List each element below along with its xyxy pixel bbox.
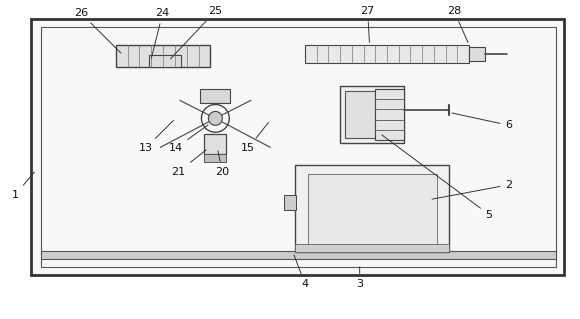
Text: 28: 28 [447, 6, 468, 42]
Bar [284, 195, 296, 210]
Bar [116, 45, 211, 67]
Bar [345, 91, 375, 138]
Bar [204, 134, 226, 154]
Text: 21: 21 [172, 150, 206, 177]
Bar [340, 85, 404, 143]
Bar [295, 165, 450, 252]
Bar [375, 89, 404, 140]
Text: 26: 26 [74, 8, 121, 53]
Text: 3: 3 [356, 267, 363, 289]
Text: 15: 15 [241, 122, 269, 153]
Text: 1: 1 [12, 172, 34, 200]
Bar [148, 55, 180, 67]
Bar [41, 27, 556, 267]
Text: 5: 5 [382, 135, 492, 219]
Bar [469, 47, 485, 61]
Text: 14: 14 [168, 125, 208, 153]
Text: 4: 4 [294, 255, 309, 289]
Bar [295, 244, 450, 252]
Text: 20: 20 [215, 151, 229, 177]
Text: 27: 27 [361, 6, 375, 42]
Bar [31, 19, 564, 275]
Text: 13: 13 [139, 120, 173, 153]
Text: 2: 2 [432, 180, 513, 199]
Bar [305, 45, 469, 63]
Bar [201, 89, 230, 102]
Circle shape [208, 111, 222, 125]
Bar [41, 251, 556, 259]
Bar [204, 154, 226, 162]
Bar [308, 174, 437, 245]
Text: 6: 6 [452, 113, 513, 130]
Text: 24: 24 [151, 8, 170, 58]
Text: 25: 25 [171, 6, 222, 59]
